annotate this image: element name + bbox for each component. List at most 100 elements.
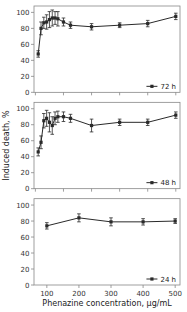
error-bar-cap bbox=[90, 119, 94, 120]
error-bar bbox=[174, 13, 178, 19]
point bbox=[174, 114, 177, 117]
error-bar-cap bbox=[109, 225, 113, 226]
point bbox=[62, 115, 65, 118]
x-tick bbox=[46, 285, 47, 288]
error-bar-cap bbox=[118, 22, 122, 23]
point bbox=[39, 141, 42, 144]
point bbox=[45, 20, 48, 23]
error-bar bbox=[146, 119, 150, 125]
y-tick-label: 100 bbox=[16, 202, 29, 210]
x-tick bbox=[175, 92, 176, 95]
point bbox=[53, 16, 56, 19]
x-tick bbox=[175, 285, 176, 288]
point bbox=[146, 121, 149, 124]
y-tick bbox=[31, 28, 34, 29]
error-bar-cap bbox=[118, 119, 122, 120]
error-bar-cap bbox=[174, 118, 178, 119]
y-tick-label: 80 bbox=[21, 121, 30, 129]
y-tick bbox=[31, 205, 34, 206]
point bbox=[62, 20, 65, 23]
error-bar-cap bbox=[109, 217, 113, 218]
y-tick-label: 0 bbox=[25, 185, 29, 193]
legend-item: 72 h bbox=[146, 83, 176, 91]
error-bar bbox=[36, 51, 40, 57]
error-bar bbox=[56, 12, 60, 26]
error-bar-cap bbox=[39, 34, 43, 35]
chart: 02040608010072 h020406080100Induced deat… bbox=[0, 0, 187, 312]
error-bar bbox=[173, 219, 177, 224]
plot-frame bbox=[34, 199, 180, 285]
error-bar-cap bbox=[42, 17, 46, 18]
legend-marker bbox=[150, 181, 153, 184]
error-bar-cap bbox=[69, 21, 73, 22]
legend-marker bbox=[150, 277, 153, 280]
error-bar-cap bbox=[48, 27, 52, 28]
error-bar-cap bbox=[42, 28, 46, 29]
error-bar-cap bbox=[45, 222, 49, 223]
error-bar-cap bbox=[45, 14, 49, 15]
error-bar-cap bbox=[146, 125, 150, 126]
legend-marker bbox=[150, 85, 153, 88]
y-tick-label: 80 bbox=[21, 218, 30, 226]
error-bar-cap bbox=[62, 121, 66, 122]
x-tick bbox=[91, 189, 92, 192]
y-tick-label: 20 bbox=[21, 169, 30, 177]
data-area bbox=[36, 110, 177, 156]
error-bar bbox=[45, 15, 49, 29]
error-bar bbox=[146, 20, 150, 26]
point bbox=[174, 219, 177, 222]
series-line bbox=[38, 115, 176, 152]
y-tick bbox=[31, 172, 34, 173]
error-bar-cap bbox=[50, 25, 54, 26]
error-bar-cap bbox=[69, 28, 73, 29]
y-tick bbox=[31, 253, 34, 254]
error-bar-cap bbox=[50, 9, 54, 10]
error-bar-cap bbox=[118, 125, 122, 126]
legend-label: 48 h bbox=[160, 179, 176, 187]
error-bar-cap bbox=[48, 11, 52, 12]
point bbox=[56, 115, 59, 118]
data-area bbox=[36, 10, 177, 57]
error-bar bbox=[141, 219, 145, 225]
error-bar-cap bbox=[42, 113, 46, 114]
error-bar-cap bbox=[56, 122, 60, 123]
data-area bbox=[45, 214, 177, 229]
legend-item: 24 h bbox=[146, 276, 176, 284]
point bbox=[56, 17, 59, 20]
y-tick-label: 60 bbox=[21, 137, 30, 145]
error-bar bbox=[62, 18, 66, 26]
error-bar bbox=[45, 223, 49, 229]
x-tick bbox=[143, 285, 144, 288]
error-bar-cap bbox=[146, 20, 150, 21]
error-bar-cap bbox=[39, 148, 43, 149]
point bbox=[109, 220, 112, 223]
point bbox=[90, 25, 93, 28]
error-bar-cap bbox=[56, 25, 60, 26]
y-tick-label: 40 bbox=[21, 57, 30, 65]
y-tick-label: 20 bbox=[21, 266, 30, 274]
y-tick-label: 0 bbox=[25, 282, 29, 290]
point bbox=[37, 150, 40, 153]
y-tick-label: 100 bbox=[16, 105, 29, 113]
error-bar-cap bbox=[90, 23, 94, 24]
point bbox=[174, 15, 177, 18]
error-bar-cap bbox=[173, 223, 177, 224]
error-bar-cap bbox=[56, 11, 60, 12]
panel: 020406080100Induced death, %48 h bbox=[2, 102, 180, 193]
y-tick bbox=[31, 108, 34, 109]
point bbox=[42, 21, 45, 24]
error-bar bbox=[62, 112, 66, 122]
y-tick bbox=[31, 60, 34, 61]
y-tick bbox=[31, 285, 34, 286]
error-bar-cap bbox=[146, 26, 150, 27]
error-bar-cap bbox=[53, 24, 57, 25]
point bbox=[51, 16, 54, 19]
error-bar bbox=[56, 111, 60, 122]
y-axis-label: Induced death, % bbox=[2, 110, 11, 181]
error-bar bbox=[90, 119, 94, 132]
error-bar-cap bbox=[69, 122, 73, 123]
error-bar-cap bbox=[36, 57, 40, 58]
y-tick-label: 40 bbox=[21, 250, 30, 258]
series-line bbox=[38, 16, 176, 54]
error-bar-cap bbox=[118, 27, 122, 28]
